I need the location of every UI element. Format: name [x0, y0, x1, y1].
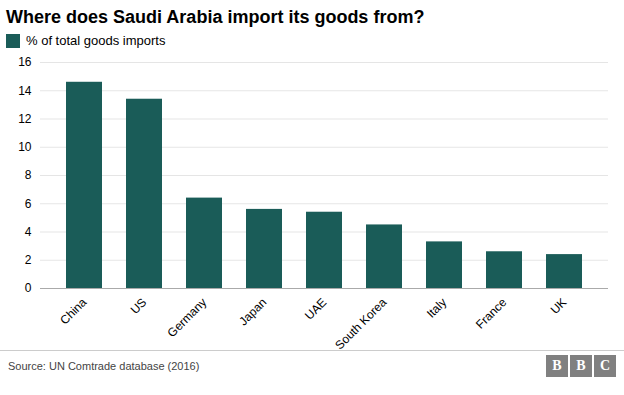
- svg-text:UK: UK: [548, 295, 570, 317]
- html-text:C: C: [599, 357, 611, 373]
- svg-text:16: 16: [18, 55, 32, 69]
- svg-text:China: China: [57, 295, 89, 327]
- svg-text:12: 12: [18, 112, 32, 126]
- html-text:B: B: [552, 357, 562, 373]
- svg-text:US: US: [128, 295, 150, 317]
- svg-text:6: 6: [25, 197, 32, 211]
- svg-text:14: 14: [18, 84, 32, 98]
- svg-text:Germany: Germany: [165, 295, 210, 340]
- svg-text:Japan: Japan: [236, 295, 269, 328]
- html-text:B: B: [576, 357, 586, 373]
- svg-text:2: 2: [25, 253, 32, 267]
- html-text:% of total goods imports: % of total goods imports: [26, 33, 166, 48]
- svg-text:8: 8: [25, 168, 32, 182]
- svg-text:South Korea: South Korea: [332, 295, 389, 350]
- svg-text:10: 10: [18, 140, 32, 154]
- svg-text:0: 0: [25, 281, 32, 295]
- html-text:Source: UN Comtrade database (: Source: UN Comtrade database (2016): [8, 359, 200, 372]
- svg-text:France: France: [473, 295, 510, 332]
- svg-text:UAE: UAE: [302, 295, 329, 322]
- svg-text:Italy: Italy: [424, 295, 449, 320]
- svg-text:4: 4: [25, 225, 32, 239]
- html-text:Where does Saudi Arabia import: Where does Saudi Arabia import its goods…: [6, 7, 425, 27]
